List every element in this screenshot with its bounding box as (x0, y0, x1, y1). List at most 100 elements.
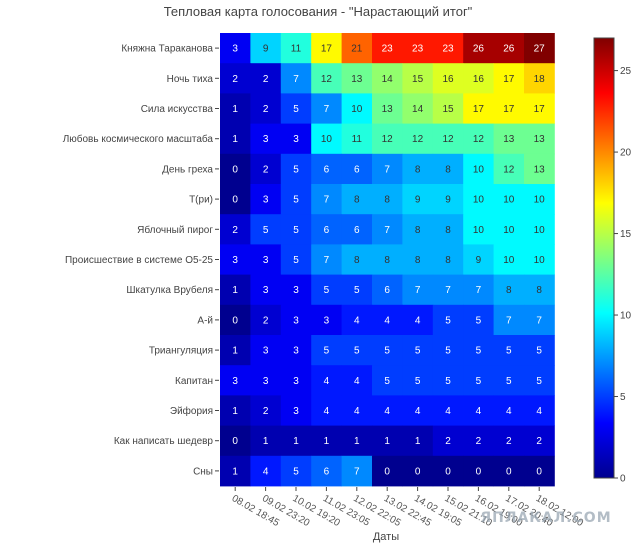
y-tick-label: Как написать шедевр (114, 436, 214, 447)
cell-value-label: 5 (293, 195, 299, 206)
heatmap-cell (432, 184, 464, 215)
heatmap-cell (311, 304, 342, 336)
cell-value-label: 12 (442, 134, 454, 145)
cell-value-label: 23 (442, 44, 454, 55)
heatmap-cell (220, 184, 251, 215)
cell-value-label: 12 (382, 134, 394, 145)
cell-value-label: 5 (263, 225, 269, 236)
heatmap-cell (250, 123, 282, 155)
heatmap-cell (341, 335, 373, 366)
y-tick-label: Яблочный пирог (137, 224, 213, 236)
cell-value-label: 1 (232, 285, 238, 296)
cell-value-label: 1 (415, 436, 421, 447)
cell-value-label: 7 (293, 74, 299, 85)
cell-value-label: 0 (415, 466, 421, 477)
heatmap-cell (280, 274, 312, 306)
y-tick-label: Триангуляция (149, 346, 213, 357)
heatmap-cell (250, 63, 282, 94)
cell-value-label: 17 (503, 104, 515, 115)
heatmap-cell (341, 455, 373, 487)
heatmap-cell (493, 123, 525, 155)
cell-value-label: 2 (263, 104, 269, 115)
heatmap-cell (402, 153, 434, 185)
heatmap-cell (250, 365, 282, 396)
cell-value-label: 0 (384, 466, 390, 477)
heatmap-cell (524, 425, 555, 457)
heatmap-cell (402, 214, 434, 245)
y-tick-label: Княжна Тараканова (121, 44, 213, 55)
heatmap-cell (432, 365, 464, 396)
heatmap-cell (524, 63, 555, 94)
cell-value-label: 13 (534, 164, 546, 175)
cell-value-label: 4 (263, 466, 269, 477)
cell-value-label: 4 (324, 406, 330, 417)
cell-value-label: 12 (321, 74, 333, 85)
heatmap-cell (432, 93, 464, 124)
y-tick-label: День греха (162, 164, 213, 175)
heatmap-cell (524, 244, 555, 275)
cell-value-label: 3 (232, 255, 238, 266)
cell-value-label: 5 (415, 346, 421, 357)
heatmap-cell (341, 244, 373, 275)
cell-value-label: 2 (263, 74, 269, 85)
cell-value-label: 4 (354, 315, 360, 326)
heatmap-cell (432, 244, 464, 275)
colorbar-ticks: 0 5 10 15 20 25 (614, 66, 632, 485)
heatmap-cell (463, 304, 494, 336)
heatmap-cell (463, 184, 494, 215)
heatmap-cell (372, 93, 403, 124)
x-axis-label: Даты (373, 531, 399, 543)
heatmap-cell (311, 184, 342, 215)
heatmap-cell (372, 214, 403, 245)
cell-value-label: 8 (506, 285, 512, 296)
heatmap-cell (280, 335, 312, 366)
heatmap-cell (341, 153, 373, 185)
heatmap-cell (280, 244, 312, 275)
heatmap-cell (280, 123, 312, 155)
cell-value-label: 5 (293, 255, 299, 266)
heatmap-cell (372, 33, 403, 64)
heatmap-cell (341, 395, 373, 426)
y-tick-label: А-й (197, 315, 213, 326)
cell-value-label: 3 (293, 376, 299, 387)
cell-value-label: 5 (324, 285, 330, 296)
heatmap-cell (280, 425, 312, 457)
cell-value-label: 15 (412, 74, 424, 85)
cell-value-label: 2 (263, 164, 269, 175)
cell-value-label: 5 (415, 376, 421, 387)
heatmap-cell (463, 425, 494, 457)
colorbar-tick-label: 10 (620, 311, 632, 322)
colorbar-tick-label: 25 (620, 66, 632, 77)
cell-value-label: 4 (384, 406, 390, 417)
y-tick-label: Сила искусства (141, 104, 214, 115)
cell-value-label: 0 (232, 315, 238, 326)
cell-value-label: 2 (232, 74, 238, 85)
cell-value-label: 3 (324, 315, 330, 326)
heatmap-cell (311, 455, 342, 487)
heatmap-cell (524, 153, 555, 185)
heatmap-cell (220, 93, 251, 124)
colorbar-tick-label: 15 (620, 229, 632, 240)
heatmap-cell (220, 304, 251, 336)
cell-value-label: 2 (263, 315, 269, 326)
cell-value-label: 6 (354, 164, 360, 175)
heatmap-cell (280, 304, 312, 336)
cell-value-label: 3 (293, 406, 299, 417)
cell-value-label: 4 (324, 376, 330, 387)
cell-value-label: 5 (293, 225, 299, 236)
cell-value-label: 8 (445, 225, 451, 236)
cell-value-label: 7 (536, 315, 542, 326)
heatmap-cell (524, 395, 555, 426)
heatmap-cell (463, 63, 494, 94)
heatmap-cell (493, 395, 525, 426)
heatmap-cell (493, 304, 525, 336)
cell-value-label: 3 (263, 346, 269, 357)
heatmap-cell (311, 425, 342, 457)
y-tick-label: Т(ри) (189, 195, 213, 206)
cell-value-label: 10 (534, 225, 546, 236)
cell-value-label: 8 (445, 255, 451, 266)
cell-value-label: 5 (354, 285, 360, 296)
heatmap-cell (250, 214, 282, 245)
heatmap-cell (220, 455, 251, 487)
cell-value-label: 8 (536, 285, 542, 296)
